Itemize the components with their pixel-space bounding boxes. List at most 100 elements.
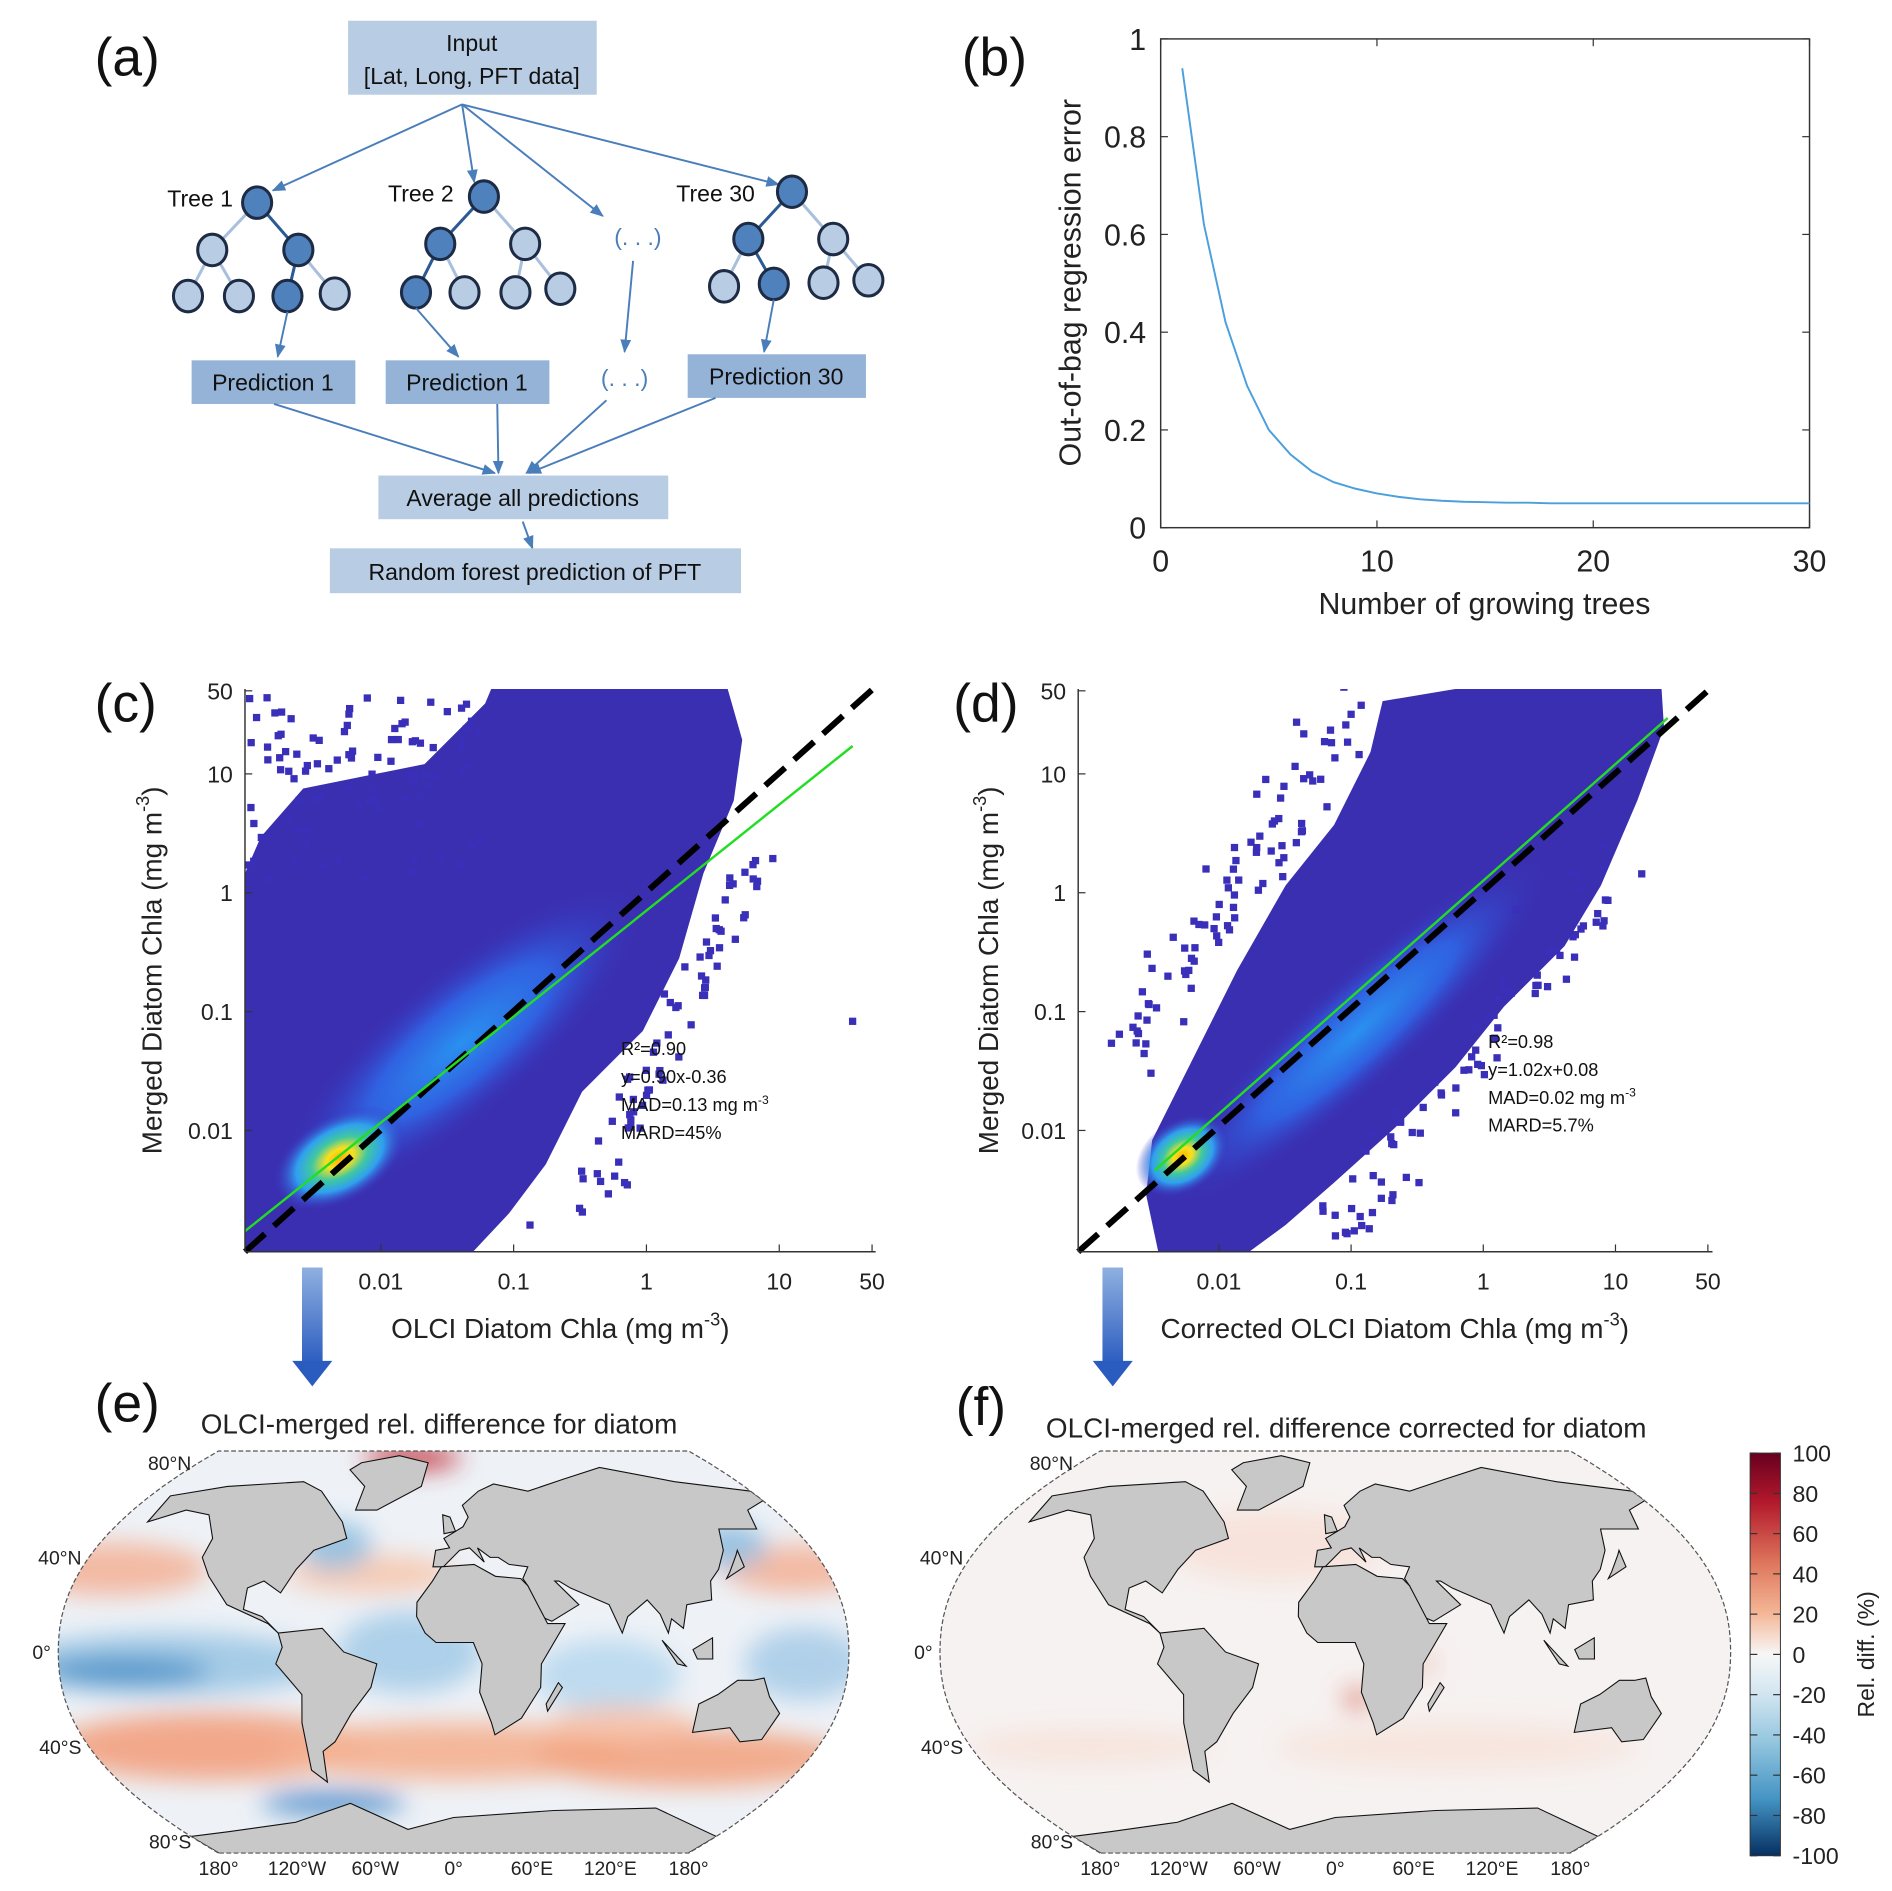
scatter-point: [1599, 922, 1607, 930]
scatter-point: [427, 698, 435, 706]
scatter-point: [1512, 906, 1520, 914]
scatter-point: [1231, 914, 1239, 922]
scatter-point: [1215, 900, 1223, 909]
scatter-point: [1408, 1128, 1416, 1137]
scatter-point: [1326, 726, 1335, 734]
landmass-greenland: [349, 1455, 429, 1511]
scatter-point: [1543, 983, 1552, 991]
scatter-point: [715, 944, 724, 952]
scatter-point: [1180, 1018, 1188, 1026]
prediction-label: Prediction 30: [709, 364, 843, 390]
x-tick-label: 0: [1152, 545, 1169, 578]
scatter-point: [751, 856, 760, 865]
prediction-box: [191, 360, 356, 404]
scatter-point: [1377, 1178, 1386, 1186]
landmass-madagascar: [545, 1681, 564, 1713]
scatter-point: [263, 743, 272, 751]
x-tick-label: 30: [1793, 545, 1827, 578]
tree-node: [318, 276, 351, 311]
scatter-point: [655, 1070, 663, 1078]
scatter-point: [1213, 932, 1221, 940]
scatter-point: [721, 896, 729, 904]
panel-label-a: (a): [95, 28, 160, 87]
scatter-point: [1140, 1049, 1148, 1058]
scatter-point: [462, 700, 471, 708]
scatter-point: [416, 739, 425, 747]
scatter-point: [1355, 750, 1363, 759]
scatter-point: [291, 859, 300, 867]
tree-node: [196, 232, 229, 268]
lon-label: 120°W: [268, 1858, 327, 1880]
scatter-point: [1252, 848, 1261, 856]
scatter-point: [387, 757, 395, 765]
tree-node: [241, 185, 274, 220]
landmass-eurasia: [1314, 1466, 1646, 1635]
scatter-point: [1362, 1147, 1370, 1155]
scatter-point: [1340, 688, 1348, 691]
scatter-point: [1107, 1039, 1116, 1047]
landmass-namerica: [1027, 1481, 1230, 1634]
scatter-point: [526, 1221, 534, 1229]
scatter-point: [1556, 951, 1564, 960]
scatter-point: [1267, 847, 1275, 855]
scatter-point: [575, 1204, 584, 1212]
scatter-point: [285, 767, 293, 775]
y-axis-label: Merged Diatom Chla (mg m-3): [133, 786, 167, 1154]
scatter-point: [666, 998, 674, 1007]
lat-label: 80°S: [1031, 1831, 1073, 1853]
colorbar-tick-label: -40: [1793, 1722, 1826, 1748]
scatter-point: [1531, 989, 1539, 998]
scatter-point: [1490, 1011, 1498, 1019]
landmass-japan: [725, 1548, 745, 1581]
prediction-box: [385, 360, 550, 404]
landmass-sumatra: [661, 1639, 688, 1668]
scatter-point: [1331, 754, 1339, 762]
scatter-point: [1460, 1066, 1468, 1074]
scatter-point: [1347, 710, 1355, 718]
scatter-point: [1431, 1078, 1439, 1086]
scatter-point: [420, 770, 429, 779]
colorbar-label: Rel. diff. (%): [1853, 1591, 1879, 1717]
scatter-point: [1306, 771, 1314, 779]
scatter-point: [731, 935, 739, 943]
scatter-point: [250, 819, 258, 828]
scatter-point: [430, 773, 438, 781]
arrow-icon: [461, 103, 604, 217]
scatter-point: [711, 914, 720, 922]
scatter-point: [1594, 909, 1602, 918]
scatter-point: [368, 770, 376, 778]
scatter-point: [1152, 1004, 1161, 1012]
landmass-uk: [1323, 1514, 1339, 1535]
colorbar-tick-label: 20: [1793, 1602, 1819, 1628]
anomaly-field: [58, 1451, 849, 1816]
scatter-point: [424, 782, 433, 791]
scatter-point: [1402, 1173, 1410, 1182]
anomaly-region: [260, 1791, 407, 1816]
result-box: [329, 548, 742, 594]
lon-label: 60°W: [1233, 1858, 1281, 1880]
scatter-point: [252, 713, 261, 722]
scatter-point: [458, 766, 467, 774]
scatter-point: [848, 1017, 857, 1025]
scatter-point: [593, 1170, 601, 1178]
scatter-point: [1552, 946, 1561, 954]
scatter-point: [1201, 921, 1209, 929]
ellipsis-label: (. . .): [614, 224, 661, 250]
scatter-point: [370, 785, 378, 793]
y-tick-label: 0.01: [188, 1118, 233, 1144]
scatter-point: [1223, 922, 1232, 930]
scatter-point: [263, 694, 271, 702]
map-frame: [939, 1450, 1732, 1854]
scatter-point: [769, 854, 777, 863]
density-cloud: [1135, 688, 1664, 1252]
y-tick-label: 0.1: [201, 999, 233, 1025]
scatter-point: [1472, 1046, 1480, 1054]
x-tick-label: 1: [640, 1268, 653, 1294]
landmass-antarctica: [1071, 1802, 1600, 1854]
scatter-point: [1145, 1000, 1153, 1009]
lon-label: 180°: [1080, 1858, 1120, 1880]
stat-mad: MAD=0.02 mg m-3: [1488, 1085, 1636, 1107]
scatter-point: [1579, 922, 1588, 930]
scatter-point: [1367, 1130, 1375, 1139]
